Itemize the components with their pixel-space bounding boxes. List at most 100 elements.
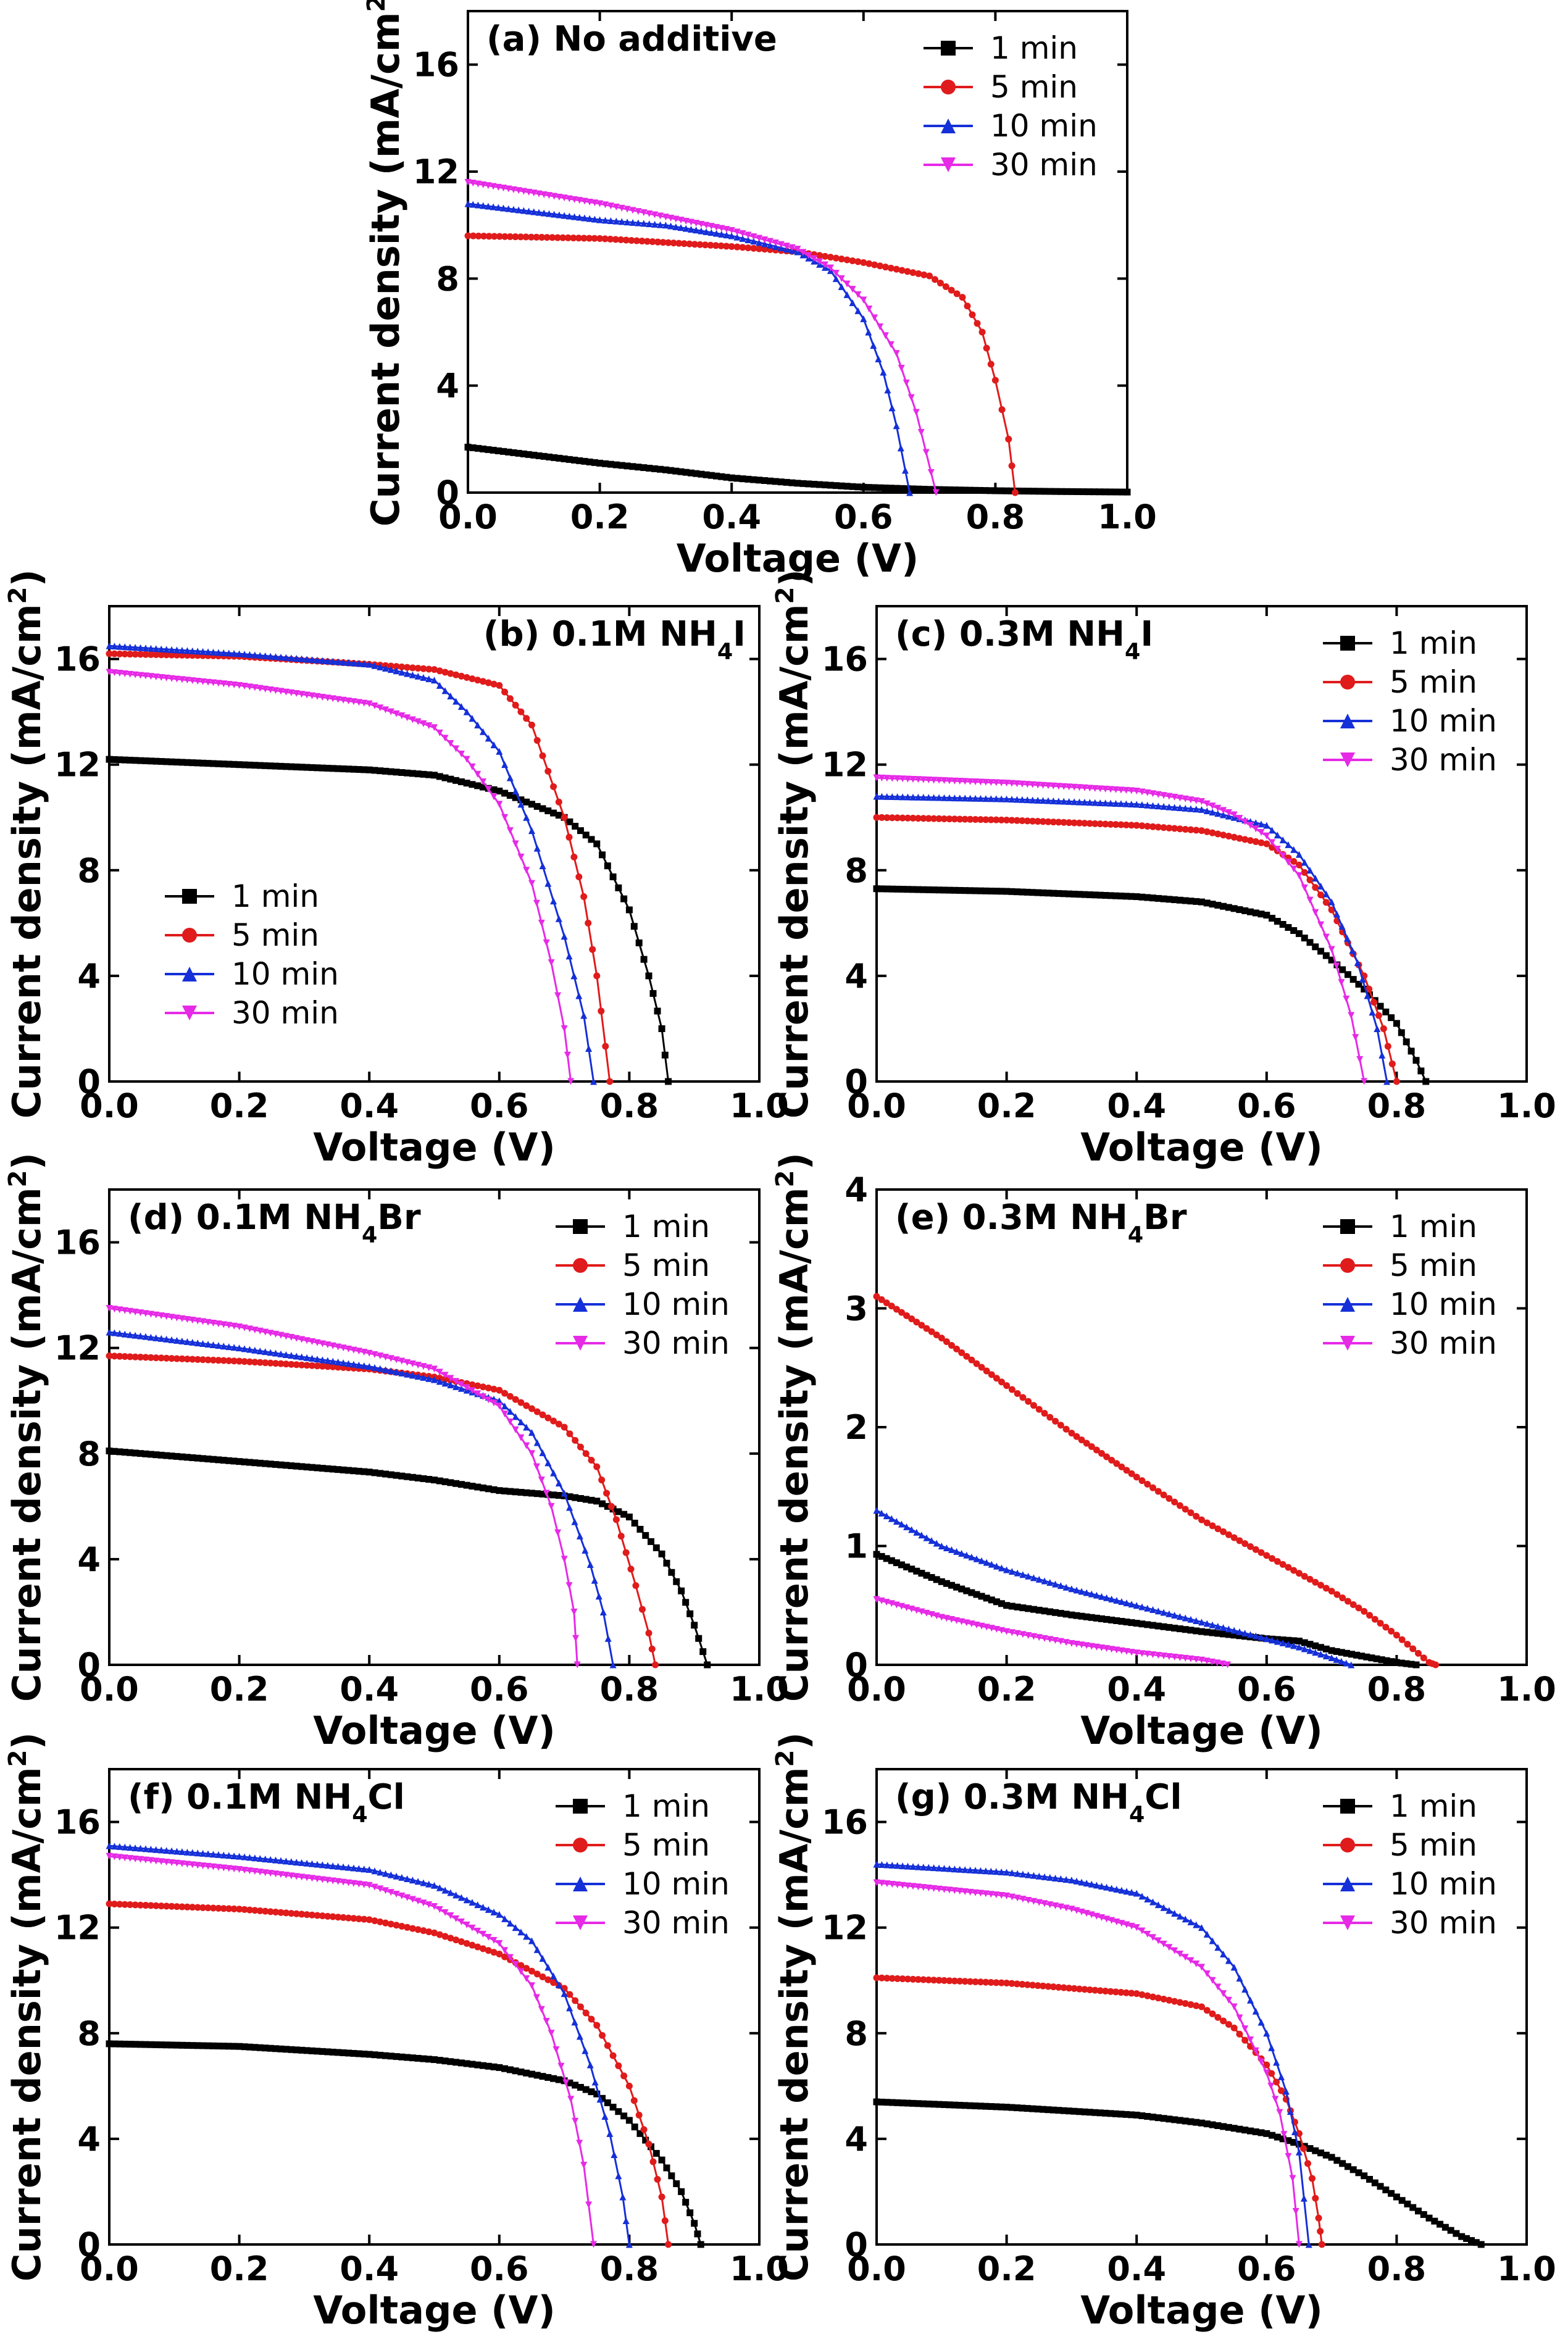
data-point (1128, 1990, 1135, 1997)
data-point (1214, 1622, 1222, 1630)
legend-marker (941, 119, 956, 133)
data-point (520, 450, 527, 457)
data-point (941, 886, 948, 894)
data-point (958, 1585, 965, 1593)
data-point (668, 1569, 675, 1576)
data-point (978, 1593, 985, 1600)
data-point (111, 756, 118, 763)
data-point (436, 773, 443, 780)
data-point (293, 1910, 300, 1917)
data-point (1093, 1643, 1100, 1651)
series-line (876, 888, 1427, 1082)
data-point (510, 449, 517, 456)
data-point (703, 471, 710, 478)
data-point (904, 886, 912, 893)
data-point (565, 1582, 573, 1590)
data-point (883, 1975, 891, 1982)
data-point (1154, 1488, 1162, 1495)
data-point (329, 657, 336, 665)
data-point (998, 1891, 1005, 1899)
data-point (277, 1331, 285, 1339)
data-point (1301, 1639, 1308, 1646)
data-point (225, 1322, 233, 1329)
data-point (309, 1338, 316, 1345)
data-point (1081, 2108, 1088, 2115)
data-point (566, 2004, 573, 2012)
data-point (967, 778, 974, 785)
data-point (1287, 2108, 1294, 2115)
data-point (1187, 1655, 1195, 1662)
data-point (1295, 2140, 1303, 2148)
data-point (877, 262, 883, 270)
data-point (550, 1417, 557, 1425)
data-point (157, 1902, 165, 1910)
data-point (682, 217, 690, 225)
x-tick-label: 0.6 (470, 1086, 529, 1125)
data-point (272, 2045, 280, 2052)
data-point (873, 885, 880, 893)
data-point (209, 1863, 217, 1870)
data-point (204, 1904, 212, 1912)
data-point (230, 1865, 238, 1873)
data-point (543, 234, 551, 241)
data-point (1128, 893, 1135, 900)
legend-label: 10 min (622, 1286, 730, 1322)
data-point (972, 2102, 979, 2110)
y-tick-label: 16 (54, 1223, 101, 1262)
data-point (601, 2113, 609, 2120)
data-point (309, 764, 316, 771)
data-point (588, 2088, 595, 2096)
data-point (236, 2043, 243, 2050)
data-point (1124, 488, 1131, 496)
data-point (1369, 1009, 1376, 1016)
data-point (517, 801, 525, 808)
legend-label: 5 min (1390, 1827, 1477, 1863)
data-point (404, 1894, 411, 1901)
data-point (533, 1946, 541, 1953)
data-point (528, 1937, 535, 1944)
data-point (917, 429, 925, 436)
data-point (1295, 2148, 1303, 2156)
data-point (1171, 1624, 1178, 1631)
data-point (147, 651, 154, 658)
y-tick-label: 8 (77, 1435, 101, 1473)
data-point (194, 2042, 201, 2049)
data-point (1241, 1630, 1249, 1637)
data-point (1154, 1994, 1162, 2002)
data-point (977, 794, 984, 802)
data-point (565, 212, 573, 220)
data-point (1425, 2214, 1433, 2222)
data-point (1349, 2166, 1357, 2173)
data-point (854, 258, 862, 265)
data-point (838, 482, 845, 490)
data-point (142, 1902, 149, 1909)
data-point (904, 1882, 912, 1890)
data-point (345, 659, 352, 666)
data-point (620, 1511, 628, 1518)
data-point (561, 1025, 568, 1032)
data-point (575, 873, 583, 880)
data-point (533, 802, 541, 810)
data-point (361, 1865, 368, 1873)
data-point (1035, 1406, 1043, 1413)
data-point (1128, 1888, 1135, 1896)
data-point (121, 1901, 128, 1908)
data-point (1306, 867, 1314, 874)
data-point (1093, 1591, 1100, 1599)
data-point (982, 2102, 990, 2110)
data-point (1055, 2107, 1062, 2114)
data-point (447, 670, 454, 677)
data-point (559, 234, 567, 241)
data-point (677, 468, 685, 475)
data-point (967, 887, 974, 894)
data-point (544, 807, 552, 815)
data-point (501, 761, 509, 769)
data-point (1045, 818, 1052, 825)
data-point (121, 756, 128, 764)
data-point (585, 2201, 593, 2209)
x-tick-label: 0.6 (834, 498, 893, 536)
y-tick-label: 8 (436, 259, 459, 298)
data-point (888, 404, 896, 412)
